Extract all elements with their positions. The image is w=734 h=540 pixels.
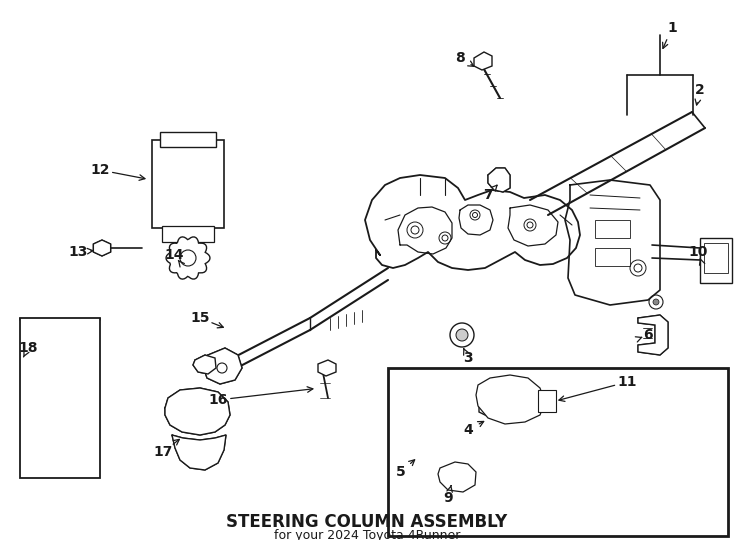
Text: 11: 11 xyxy=(617,375,637,389)
Polygon shape xyxy=(638,315,668,355)
Circle shape xyxy=(442,235,448,241)
Polygon shape xyxy=(476,375,545,424)
Text: 10: 10 xyxy=(688,245,708,259)
Text: 17: 17 xyxy=(153,445,172,459)
Circle shape xyxy=(653,299,659,305)
Text: 8: 8 xyxy=(455,51,465,65)
Circle shape xyxy=(473,213,478,218)
Polygon shape xyxy=(93,240,111,256)
Bar xyxy=(595,220,630,238)
Polygon shape xyxy=(488,168,510,192)
Text: 5: 5 xyxy=(396,465,406,479)
Polygon shape xyxy=(203,348,242,384)
Polygon shape xyxy=(479,398,497,416)
Circle shape xyxy=(527,222,533,228)
Text: 12: 12 xyxy=(90,163,110,177)
Text: 16: 16 xyxy=(208,393,228,407)
Text: 4: 4 xyxy=(463,423,473,437)
Polygon shape xyxy=(438,462,476,492)
Bar xyxy=(162,226,214,242)
Bar xyxy=(704,243,728,273)
Text: 1: 1 xyxy=(667,21,677,35)
Bar xyxy=(20,318,100,478)
Text: 13: 13 xyxy=(68,245,87,259)
Text: STEERING COLUMN ASSEMBLY: STEERING COLUMN ASSEMBLY xyxy=(226,513,508,531)
Circle shape xyxy=(456,329,468,341)
Text: 6: 6 xyxy=(643,328,653,342)
Text: 2: 2 xyxy=(695,83,705,97)
Text: for your 2024 Toyota 4Runner: for your 2024 Toyota 4Runner xyxy=(274,529,460,540)
Circle shape xyxy=(411,226,419,234)
Polygon shape xyxy=(318,360,336,376)
Bar xyxy=(595,248,630,266)
Polygon shape xyxy=(172,435,226,470)
Polygon shape xyxy=(165,388,230,435)
Text: 15: 15 xyxy=(190,311,210,325)
Text: 18: 18 xyxy=(18,341,37,355)
Text: 9: 9 xyxy=(443,491,453,505)
Text: 3: 3 xyxy=(463,351,473,365)
Polygon shape xyxy=(166,237,210,279)
Bar xyxy=(160,132,216,147)
Bar xyxy=(152,140,224,228)
Polygon shape xyxy=(193,355,216,374)
Bar xyxy=(388,368,728,536)
Text: 7: 7 xyxy=(483,188,493,202)
Bar xyxy=(700,238,732,283)
Polygon shape xyxy=(474,52,492,70)
Text: 14: 14 xyxy=(164,248,184,262)
Bar xyxy=(538,390,556,412)
